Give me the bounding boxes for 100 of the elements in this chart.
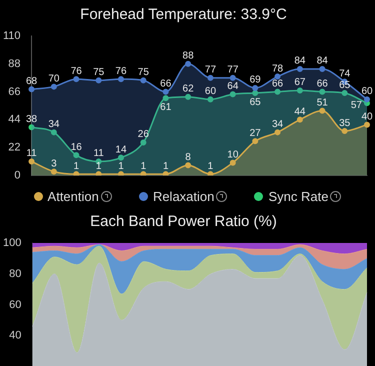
point [50,168,57,175]
point [185,60,192,67]
point [274,88,281,95]
point [28,124,35,130]
point [185,162,192,168]
data-label: 51 [316,98,328,109]
point [364,96,370,102]
point [50,129,57,136]
y-tick-label: 22 [8,142,21,154]
point [274,74,281,80]
point [296,66,303,72]
data-label: 44 [294,106,306,118]
data-label: 16 [70,142,82,153]
data-label: 35 [339,118,351,129]
point [162,95,169,102]
data-label: 84 [294,56,306,67]
y-tick-label: 60 [9,298,22,311]
point [185,94,192,100]
point [118,154,124,161]
point [50,84,57,90]
data-label: 1 [208,160,214,172]
y-tick-label: 66 [8,86,21,98]
data-label: 61 [160,102,172,113]
y-tick-label: 100 [2,237,22,250]
data-label: 40 [361,111,373,122]
data-label: 76 [115,66,127,77]
data-label: 1 [162,160,169,172]
data-label: 8 [185,152,192,164]
point [96,77,102,84]
point [118,76,124,82]
data-label: 70 [48,73,60,84]
y-tick-label: 110 [2,30,21,42]
point [342,90,348,96]
point [296,116,303,123]
legend-label: Relaxation [152,188,214,204]
data-label: 77 [227,64,239,76]
point [252,138,258,144]
chart-title: Each Band Power Ratio (%) [90,213,277,230]
data-label: 27 [250,128,262,139]
data-label: 1 [140,160,147,172]
data-label: 14 [115,144,127,156]
data-label: 77 [204,64,216,76]
data-label: 1 [118,160,124,172]
data-label: 1 [96,160,102,172]
data-label: 34 [48,119,60,130]
point [296,87,303,94]
data-label: 1 [73,160,80,172]
point [73,152,80,158]
point [252,90,258,96]
y-tick-label: 88 [8,58,21,70]
y-tick-label: 40 [9,330,22,342]
data-label: 57 [350,100,362,111]
legend-label: Attention [48,188,99,204]
point [252,84,258,91]
point [230,74,236,81]
data-label: 11 [93,148,104,160]
data-label: 84 [316,56,328,67]
data-label: 88 [182,50,194,62]
data-label: 64 [227,81,239,92]
point [207,96,214,102]
data-label: 67 [294,77,306,88]
point [342,128,348,134]
point [274,129,281,136]
point [140,77,146,84]
point [230,160,236,166]
y-tick-label: 80 [9,268,22,280]
data-label: 78 [272,63,284,74]
point [319,108,326,114]
point [28,86,35,92]
data-label: 3 [51,158,58,170]
data-label: 10 [227,149,239,160]
point [207,74,214,81]
data-label: 66 [272,78,284,90]
data-label: 60 [361,86,373,98]
point [319,88,326,95]
data-label: 69 [250,74,262,86]
data-label: 34 [272,119,284,130]
point [162,88,169,95]
y-tick-label: 0 [14,169,21,182]
point [319,66,326,72]
chart-title: Forehead Temperature: 33.9°C [80,6,287,24]
data-label: 66 [316,78,328,90]
data-label: 11 [26,148,38,160]
data-label: 65 [250,96,262,108]
point [364,122,370,128]
data-label: 74 [339,68,351,80]
data-label: 66 [160,78,172,90]
y-tick-label: 44 [8,114,21,126]
data-label: 75 [138,67,150,78]
point [230,91,236,98]
point [73,76,80,82]
point [28,158,35,164]
point [140,139,146,146]
data-label: 68 [26,76,38,87]
data-label: 62 [182,84,194,95]
data-label: 60 [204,86,216,98]
data-label: 75 [93,67,105,78]
legend-label: Sync Rate [268,188,328,204]
data-label: 38 [26,114,38,125]
data-label: 76 [70,66,82,77]
